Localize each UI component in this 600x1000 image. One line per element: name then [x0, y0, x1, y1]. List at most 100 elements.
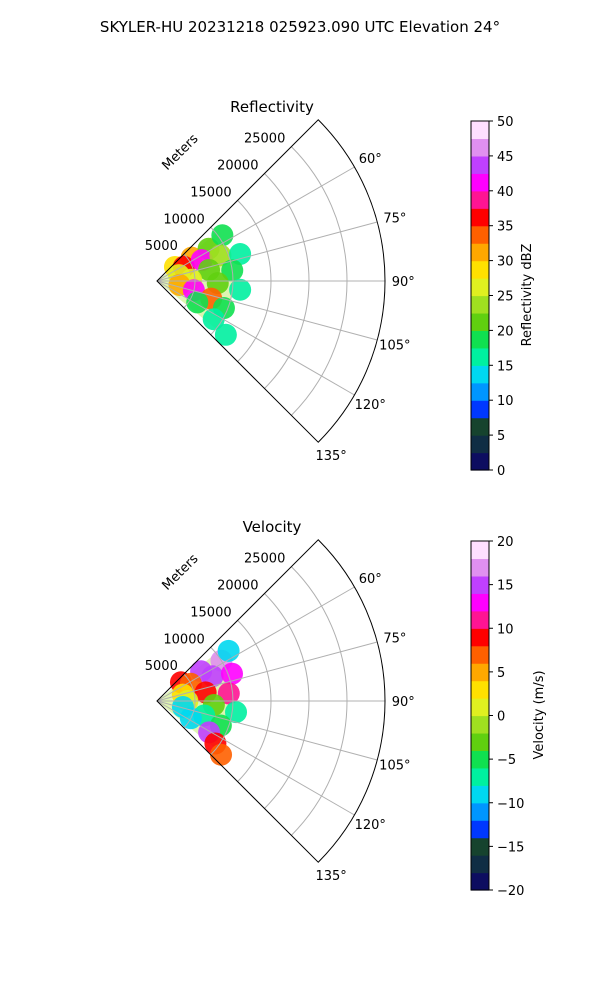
velocity-colorbar-segment: [471, 610, 489, 629]
velocity-angle-tick-label: 120°: [355, 818, 386, 833]
velocity-colorbar-segment: [471, 855, 489, 874]
velocity-colorbar-segment: [471, 767, 489, 786]
reflectivity-colorbar-segment: [471, 347, 489, 366]
reflectivity-angle-tick-label: 75°: [383, 211, 406, 226]
velocity-colorbar-segment: [471, 541, 489, 560]
reflectivity-sector-frame: [156, 119, 386, 443]
velocity-colorbar-tick-label: −10: [497, 797, 524, 812]
velocity-radial-gridline: [156, 586, 355, 702]
reflectivity-colorbar-segment: [471, 208, 489, 227]
velocity-data-cell: [225, 701, 248, 724]
velocity-colorbar-segment: [471, 820, 489, 839]
velocity-colorbar-tick-label: −20: [497, 884, 524, 899]
velocity-angle-tick-label: 105°: [379, 759, 410, 774]
reflectivity-colorbar-segment: [471, 295, 489, 314]
velocity-colorbar-tick-label: 10: [497, 622, 514, 637]
reflectivity-angle-tick-label: 120°: [355, 398, 386, 413]
reflectivity-colorbar-tick-label: 10: [497, 394, 514, 409]
reflectivity-colorbar-tick-label: 45: [497, 150, 514, 165]
velocity-colorbar-segment: [471, 750, 489, 769]
reflectivity-angle-tick-label: 60°: [359, 152, 382, 167]
reflectivity-colorbar-tick-label: 15: [497, 359, 514, 374]
velocity-range-tick-label: 10000: [163, 632, 204, 647]
reflectivity-colorbar-segment: [471, 312, 489, 331]
velocity-colorbar-tick-label: 15: [497, 579, 514, 594]
velocity-radial-gridline: [156, 700, 355, 816]
reflectivity-radial-gridline: [156, 280, 378, 341]
velocity-colorbar-segment: [471, 837, 489, 856]
velocity-data-cell: [210, 743, 233, 766]
velocity-colorbar-segment: [471, 785, 489, 804]
reflectivity-data-cell: [211, 224, 234, 247]
reflectivity-range-tick-label: 20000: [217, 159, 258, 174]
reflectivity-colorbar-segment: [471, 330, 489, 349]
reflectivity-colorbar-tick-label: 5: [497, 429, 505, 444]
reflectivity-colorbar-tick-label: 40: [497, 185, 514, 200]
reflectivity-colorbar-segment: [471, 435, 489, 454]
reflectivity-range-axis-label: Meters: [160, 131, 202, 173]
reflectivity-colorbar-tick-label: 25: [497, 290, 514, 305]
reflectivity-colorbar-segment: [471, 190, 489, 209]
velocity-data-cell: [217, 682, 240, 705]
velocity-colorbar-segment: [471, 645, 489, 664]
reflectivity-colorbar-segment: [471, 365, 489, 384]
reflectivity-colorbar: 0 5 10 15 20 25 30 35 40 45 50: [470, 115, 514, 479]
reflectivity-colorbar-segment: [471, 417, 489, 436]
velocity-title: Velocity: [243, 518, 302, 536]
velocity-range-labels: 5000 10000 15000 20000 25000: [145, 552, 286, 674]
reflectivity-colorbar-segment: [471, 278, 489, 297]
reflectivity-colorbar-tick-label: 0: [497, 464, 505, 479]
velocity-angle-tick-label: 75°: [383, 631, 406, 646]
reflectivity-colorbar-segment: [471, 382, 489, 401]
reflectivity-range-tick-label: 15000: [190, 185, 231, 200]
reflectivity-colorbar-segment: [471, 138, 489, 157]
velocity-colorbar-segment: [471, 732, 489, 751]
reflectivity-data-cell: [214, 323, 237, 346]
reflectivity-colorbar-segment: [471, 400, 489, 419]
velocity-colorbar-segment: [471, 575, 489, 594]
velocity-panel: Velocity 5000 10000 15000 20000 25000 60° 75°…: [145, 518, 547, 899]
reflectivity-range-tick-label: 5000: [145, 239, 178, 254]
reflectivity-grid: [156, 119, 386, 443]
velocity-data-cell: [217, 639, 240, 662]
velocity-angle-tick-label: 135°: [315, 869, 346, 884]
reflectivity-radial-gridline: [156, 221, 378, 282]
reflectivity-colorbar-segment: [471, 121, 489, 140]
reflectivity-data: [157, 224, 252, 346]
reflectivity-range-tick-label: 10000: [163, 212, 204, 227]
reflectivity-colorbar-tick-label: 50: [497, 115, 514, 130]
velocity-colorbar-segment: [471, 558, 489, 577]
velocity-colorbar-label: Velocity (m/s): [532, 670, 547, 759]
velocity-colorbar-segment: [471, 663, 489, 682]
reflectivity-title: Reflectivity: [230, 98, 314, 116]
velocity-colorbar-segment: [471, 715, 489, 734]
reflectivity-colorbar-segment: [471, 260, 489, 279]
velocity-colorbar: −20 −15 −10 −5 0 5 10 15 20: [470, 535, 524, 899]
reflectivity-colorbar-label: Reflectivity dBZ: [520, 244, 535, 347]
velocity-radial-gridline: [156, 700, 378, 761]
velocity-colorbar-segment: [471, 872, 489, 891]
reflectivity-range-tick-label: 25000: [244, 132, 285, 147]
reflectivity-angle-tick-label: 135°: [315, 449, 346, 464]
reflectivity-colorbar-segment: [471, 452, 489, 471]
velocity-grid: [156, 539, 386, 863]
velocity-colorbar-tick-label: 0: [497, 710, 505, 725]
velocity-range-tick-label: 20000: [217, 579, 258, 594]
velocity-range-axis-label: Meters: [160, 551, 202, 593]
reflectivity-data-cell: [186, 291, 209, 314]
reflectivity-data-cell: [229, 242, 252, 265]
reflectivity-colorbar-segment: [471, 243, 489, 262]
reflectivity-data-cell: [229, 278, 252, 301]
velocity-sector-frame: [156, 539, 386, 863]
reflectivity-panel: Reflectivity 5000 10000 15000 20000 25000 60…: [145, 98, 535, 479]
velocity-range-tick-label: 5000: [145, 659, 178, 674]
reflectivity-colorbar-segment: [471, 225, 489, 244]
reflectivity-angle-tick-label: 105°: [379, 339, 410, 354]
velocity-colorbar-segment: [471, 628, 489, 647]
velocity-colorbar-tick-label: −5: [497, 753, 516, 768]
velocity-range-tick-label: 15000: [190, 605, 231, 620]
reflectivity-colorbar-tick-label: 30: [497, 255, 514, 270]
reflectivity-angle-tick-label: 90°: [392, 275, 415, 290]
reflectivity-colorbar-segment: [471, 173, 489, 192]
